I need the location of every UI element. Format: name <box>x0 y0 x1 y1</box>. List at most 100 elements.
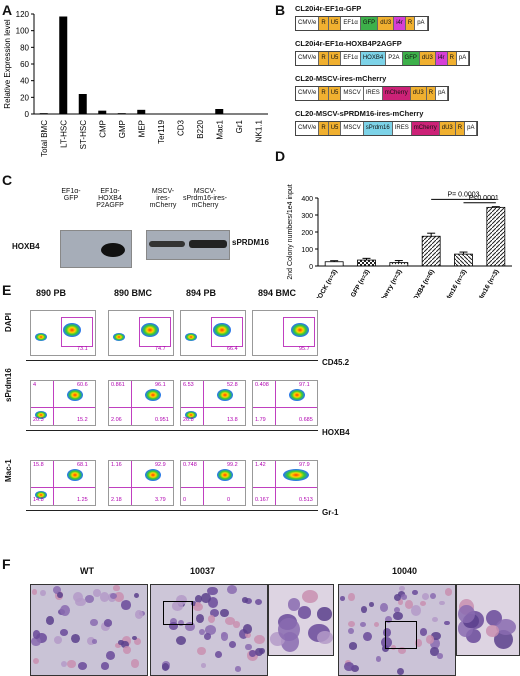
cell <box>192 603 203 612</box>
cell <box>204 624 216 635</box>
cell <box>485 624 500 637</box>
flow-x-axis-label: Gr-1 <box>322 508 339 517</box>
western-blot: EF1α-GFP EF1α-HOXB4 P2AGFP MSCV-ires-mCh… <box>12 188 270 278</box>
vector-segment: U5 <box>328 87 342 100</box>
quadrant-line <box>109 487 173 488</box>
gate <box>211 317 243 347</box>
cell <box>46 616 55 625</box>
cell <box>195 601 202 608</box>
cell <box>369 601 375 607</box>
vector-title: CL20-MSCV-sPRDM16-ires-mCherry <box>295 109 424 118</box>
quadrant-line <box>275 461 276 505</box>
cell <box>99 592 109 603</box>
bar <box>486 206 506 267</box>
histology-image-wt <box>30 584 148 676</box>
flow-row-axis <box>26 430 318 431</box>
cell <box>350 664 359 672</box>
x-tick-label: mCherry (n=3) <box>375 269 403 299</box>
bar <box>357 259 376 267</box>
cell <box>130 659 140 668</box>
flow-row-axis <box>26 510 318 511</box>
cell <box>176 595 187 606</box>
cell-population <box>217 389 233 401</box>
quadrant-percentage: 1.42 <box>255 462 266 468</box>
bar <box>137 109 146 114</box>
cell <box>421 593 429 601</box>
bar <box>421 235 441 267</box>
bar <box>215 109 224 114</box>
flow-plot: 15.8 68.1 14.8 1.25 <box>30 460 96 506</box>
panel-label-e: E <box>2 282 12 298</box>
vector-segment: dU3 <box>419 52 436 65</box>
vector-segment: R <box>426 87 437 100</box>
quadrant-percentage: 4 <box>33 382 37 388</box>
histology-zoom-10037 <box>268 584 334 656</box>
cell-population <box>213 323 231 337</box>
cell <box>382 627 392 637</box>
vector-segment: CMV/e <box>296 52 320 65</box>
blot-image-hoxb4 <box>60 230 132 268</box>
cell <box>348 593 355 601</box>
panel-label-b: B <box>275 2 286 18</box>
quadrant-line <box>181 407 245 408</box>
vector-segment: GFP <box>402 52 420 65</box>
flow-plot: 73.1 <box>30 310 96 356</box>
quadrant-percentage: 52.8 <box>227 382 238 388</box>
y-tick-label: 0 <box>309 264 313 271</box>
cell-population <box>291 323 309 337</box>
cell <box>255 648 264 657</box>
cell <box>344 662 354 671</box>
cell <box>229 641 237 648</box>
gate-percentage: 66.4 <box>227 346 238 352</box>
vector-segment: dU3 <box>378 17 395 30</box>
cell <box>104 619 113 627</box>
blot-lane-label: EF1α-GFP <box>61 188 81 202</box>
cell <box>52 586 61 595</box>
cell <box>169 617 177 625</box>
bar <box>454 253 473 267</box>
vector-segment: R <box>319 122 329 135</box>
quadrant-percentage: 60.6 <box>77 382 88 388</box>
cell <box>60 661 67 668</box>
panel-label-a: A <box>2 2 13 18</box>
cell <box>132 635 138 641</box>
bar <box>389 262 409 267</box>
cell <box>226 585 237 595</box>
flow-y-axis-label: DAPI <box>4 312 13 332</box>
cell-population <box>35 411 47 419</box>
histology-panel: WT 10037 10040 <box>0 556 520 676</box>
cell <box>412 589 418 595</box>
vector-segment: CMV/e <box>296 122 320 135</box>
bar <box>117 113 126 114</box>
flow-x-axis-label: HOXB4 <box>322 428 350 437</box>
cell <box>32 657 39 664</box>
cell <box>404 600 413 609</box>
cell <box>207 615 216 624</box>
x-tick-label: MEP <box>137 120 146 137</box>
cell <box>235 666 242 672</box>
x-tick-label: CD3 <box>176 119 185 136</box>
cell <box>195 595 203 603</box>
bar <box>78 94 87 114</box>
bar <box>39 113 48 114</box>
vector-segment: i4r <box>394 17 406 30</box>
y-tick-label: 100 <box>301 247 313 254</box>
vector-title: CL20i4r-EF1α-GFP <box>295 4 362 13</box>
quadrant-percentage: 0.951 <box>155 417 169 423</box>
vector-segment: pA <box>436 87 449 100</box>
cell-population <box>113 333 125 341</box>
quadrant-percentage: 96.1 <box>155 382 166 388</box>
cell <box>360 621 366 628</box>
cell <box>75 597 86 607</box>
vector-segment: R <box>319 87 329 100</box>
cell <box>457 605 475 624</box>
cell <box>199 629 206 636</box>
x-tick-label: B220 <box>196 119 205 138</box>
cell <box>209 608 220 617</box>
cell <box>375 656 381 662</box>
y-tick-label: 0 <box>25 110 30 119</box>
x-tick-label: Ter119 <box>157 119 166 143</box>
